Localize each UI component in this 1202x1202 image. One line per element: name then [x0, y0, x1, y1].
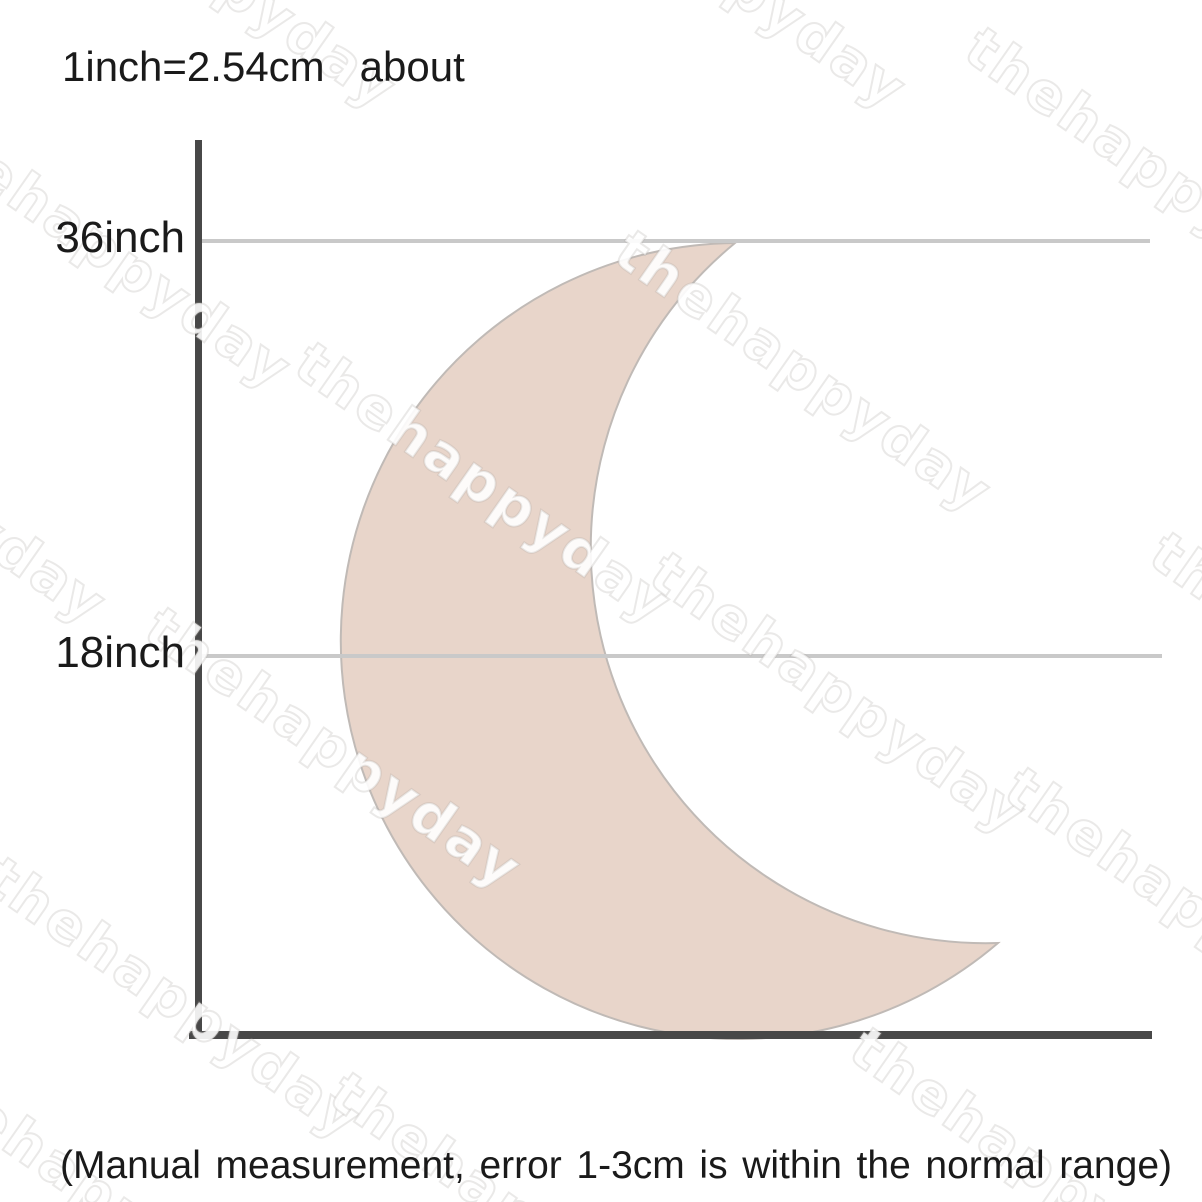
- measure-label-36inch: 36inch: [55, 213, 185, 262]
- axis-horizontal: [189, 1031, 1152, 1039]
- crescent-moon-shape: [339, 241, 1001, 1040]
- axis-vertical: [195, 140, 202, 1038]
- measure-line-18inch: [202, 654, 1162, 658]
- conversion-note: 1inch=2.54cm about: [62, 43, 465, 90]
- measure-label-18inch: 18inch: [55, 628, 185, 677]
- measure-line-36inch: [202, 239, 1150, 243]
- disclaimer-note: (Manual measurement, error 1-3cm is with…: [60, 1144, 1172, 1187]
